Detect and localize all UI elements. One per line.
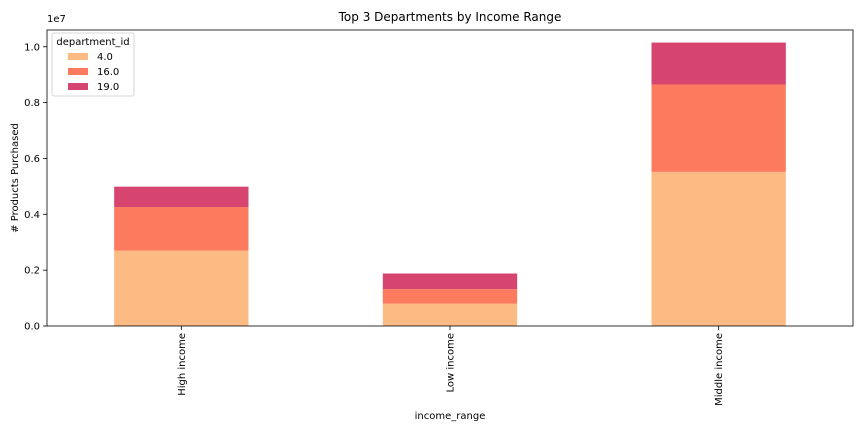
x-tick-label: Low income — [446, 333, 457, 393]
x-tick-label: High income — [177, 333, 188, 396]
chart-title: Top 3 Departments by Income Range — [338, 10, 562, 24]
y-tick-label: 0.4 — [24, 210, 40, 221]
bar-high-income-series-1 — [114, 207, 249, 251]
x-axis-label: income_range — [415, 411, 486, 422]
legend-title: department_id — [56, 37, 129, 48]
legend: department_id 4.0 16.0 19.0 — [51, 32, 135, 97]
x-tick-label: Middle income — [714, 333, 725, 406]
bar-low-income-series-0 — [382, 303, 518, 326]
bar-high-income-series-0 — [114, 250, 249, 326]
legend-swatch-2 — [68, 83, 88, 90]
y-axis-offset-label: 1e7 — [47, 14, 66, 25]
bar-middle-income-series-0 — [651, 171, 786, 326]
legend-box — [51, 32, 135, 97]
legend-label-0: 4.0 — [97, 52, 113, 63]
y-tick-label: 0.0 — [24, 322, 40, 333]
y-axis-label: # Products Purchased — [10, 123, 21, 233]
legend-label-2: 19.0 — [97, 82, 119, 93]
bar-high-income-series-2 — [114, 186, 249, 208]
bar-middle-income-series-1 — [651, 84, 786, 172]
y-tick-label: 0.8 — [24, 98, 40, 109]
axes-layer: 0.0 0.2 0.4 0.6 0.8 1.0 High income Low income M… — [24, 29, 854, 406]
y-tick-label: 1.0 — [24, 42, 40, 53]
bar-middle-income-series-2 — [651, 42, 786, 85]
legend-swatch-0 — [68, 53, 88, 60]
legend-swatch-1 — [68, 68, 88, 75]
bar-low-income-series-2 — [382, 273, 518, 290]
y-tick-label: 0.6 — [24, 154, 40, 165]
bars-layer — [114, 42, 786, 326]
y-tick-label: 0.2 — [24, 266, 40, 277]
bar-low-income-series-1 — [382, 289, 518, 304]
legend-label-1: 16.0 — [97, 67, 119, 78]
